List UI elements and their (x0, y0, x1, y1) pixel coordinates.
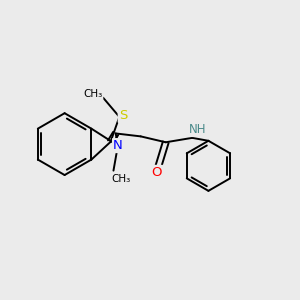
Text: O: O (152, 166, 162, 179)
Text: CH₃: CH₃ (83, 89, 103, 99)
Text: N: N (113, 139, 123, 152)
Text: CH₃: CH₃ (111, 174, 130, 184)
Text: S: S (119, 109, 127, 122)
Text: NH: NH (189, 123, 206, 136)
